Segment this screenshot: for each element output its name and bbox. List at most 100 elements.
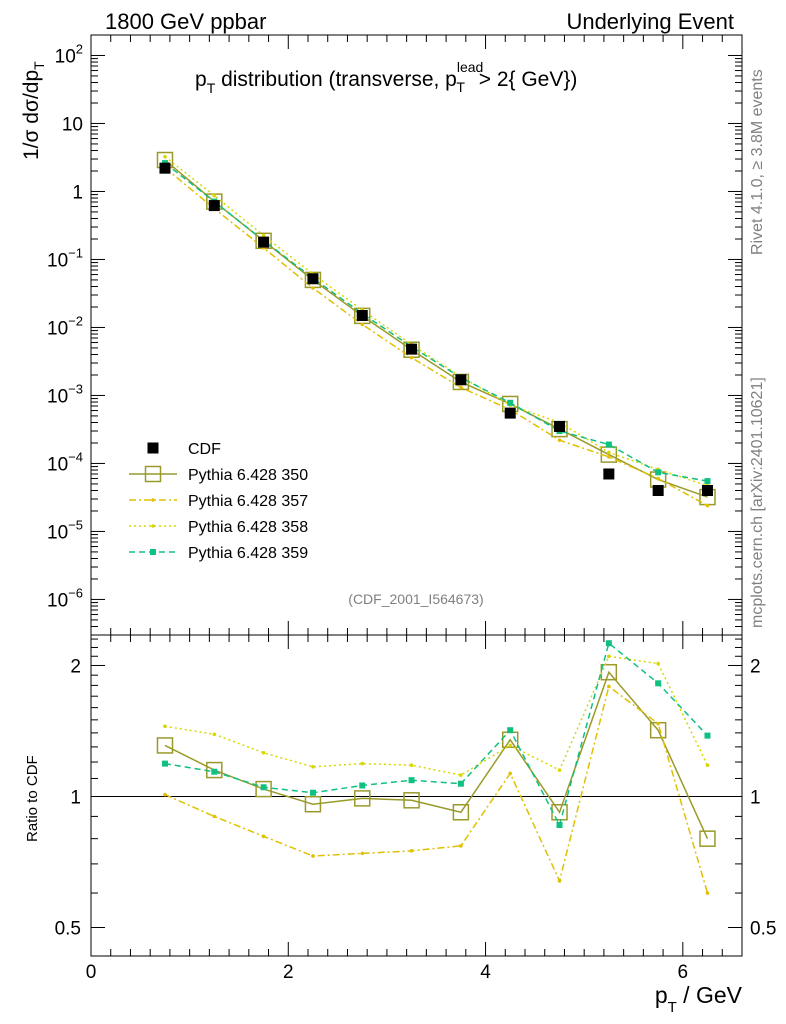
legend-entry-cdf: CDF	[147, 441, 221, 458]
marker-p357	[151, 498, 155, 502]
main-y-tick-label: 10−2	[47, 313, 83, 339]
marker-p359	[605, 640, 612, 647]
data-point-cdf	[701, 485, 713, 497]
ratio-line-p357	[164, 685, 709, 894]
marker-p359	[309, 789, 316, 796]
data-point-cdf	[406, 343, 418, 355]
data-point-cdf	[258, 236, 270, 248]
marker-p350	[354, 790, 371, 807]
series-p350	[156, 151, 716, 506]
marker-p358	[261, 751, 266, 755]
marker-p359	[408, 777, 415, 784]
marker-p358	[557, 768, 562, 772]
mcplots-caption: mcplots.cern.ch [arXiv:2401.10621]	[749, 377, 766, 628]
marker-p359	[161, 760, 168, 767]
marker-p359	[655, 469, 662, 476]
marker-p359	[211, 768, 218, 775]
marker-p359	[260, 784, 267, 791]
ratio-y-tick-label: 2	[70, 656, 81, 677]
x-tick-label: 0	[86, 962, 97, 983]
marker-p357	[705, 891, 710, 895]
marker-p358	[360, 761, 365, 766]
marker-p350	[144, 465, 162, 483]
marker-p357	[360, 851, 365, 856]
series-line-p357	[164, 167, 708, 507]
main-series	[156, 151, 716, 508]
marker-p357	[163, 792, 167, 797]
legend-label-cdf: CDF	[188, 441, 221, 458]
main-y-tick-label: 10−6	[47, 585, 83, 611]
main-y-tick-label: 10−1	[47, 245, 83, 271]
ratio-line-p358	[164, 655, 709, 776]
marker-p358	[163, 154, 167, 159]
marker-p357	[607, 455, 611, 459]
axis-ticks: 102 10 1 10−1 10−2 10−3 10−4 10−5 10−6 0 2 4 6 0.5 0.5…	[47, 34, 776, 983]
marker-p357	[409, 849, 414, 853]
marker-p358	[151, 524, 155, 528]
marker-p357	[311, 854, 315, 858]
ratio-line-p350	[164, 670, 709, 839]
marker-p359	[556, 821, 563, 828]
marker-p350	[255, 780, 272, 798]
ratio-y-tick-label: 0.5	[750, 918, 776, 939]
marker-p350	[600, 663, 618, 681]
data-point-cdf	[603, 468, 615, 480]
marker-p350	[699, 830, 716, 847]
header-right: Underlying Event	[566, 9, 734, 34]
marker-p357	[212, 814, 217, 819]
marker-p358	[163, 724, 167, 729]
marker-p358	[212, 193, 217, 198]
marker-p358	[607, 654, 611, 659]
legend-entry-p357: Pythia 6.428 357	[129, 493, 308, 510]
ratio-series-p358	[163, 654, 710, 777]
main-y-tick-label: 10−3	[47, 381, 83, 407]
series-line-p350	[164, 159, 708, 498]
legend-entry-p350: Pythia 6.428 350	[129, 465, 308, 484]
main-y-tick-label: 1	[72, 182, 83, 203]
marker-p358	[656, 661, 660, 666]
ratio-series	[156, 640, 716, 895]
data-point-cdf	[147, 442, 159, 454]
ratio-y-axis-label: Ratio to CDF	[24, 755, 41, 842]
marker-p357	[607, 684, 611, 689]
marker-p359	[704, 732, 711, 739]
data-point-cdf	[652, 485, 664, 497]
ratio-series-p359	[161, 640, 711, 828]
marker-p359	[704, 478, 711, 485]
marker-p359	[605, 441, 612, 448]
marker-p357	[656, 721, 660, 726]
marker-p357	[508, 771, 513, 776]
marker-p357	[656, 476, 660, 481]
series-p358	[163, 154, 710, 488]
data-point-cdf	[307, 273, 319, 285]
ratio-series-p357	[163, 684, 710, 895]
marker-p357	[557, 879, 562, 883]
data-point-cdf	[208, 200, 220, 212]
marker-p357	[557, 438, 562, 442]
rivet-caption: Rivet 4.1.0, ≥ 3.8M events	[749, 69, 766, 255]
marker-p359	[507, 399, 514, 406]
marker-p350	[551, 803, 568, 821]
marker-p357	[261, 834, 266, 839]
series-line-p359	[164, 162, 708, 482]
main-y-tick-label: 10−5	[47, 517, 83, 543]
marker-p357	[705, 503, 710, 508]
ratio-y-tick-label: 2	[750, 656, 761, 677]
data-point-cdf	[455, 374, 467, 386]
marker-p359	[507, 727, 514, 734]
data-point-cdf	[504, 407, 516, 419]
marker-p358	[311, 765, 315, 769]
plot-title: pT distribution (transverse, plead T > 2{…	[195, 59, 577, 96]
series-line-p358	[164, 156, 708, 487]
x-axis-label: pT / GeV	[655, 982, 743, 1016]
marker-p350	[156, 737, 174, 754]
marker-p359	[457, 780, 464, 787]
ratio-y-tick-label: 0.5	[55, 918, 81, 939]
legend-label-p357: Pythia 6.428 357	[188, 493, 308, 510]
marker-p350	[403, 792, 420, 809]
marker-p350	[304, 795, 322, 813]
marker-p350	[452, 803, 470, 821]
ratio-y-tick-label: 1	[750, 787, 761, 808]
marker-p357	[360, 322, 365, 327]
